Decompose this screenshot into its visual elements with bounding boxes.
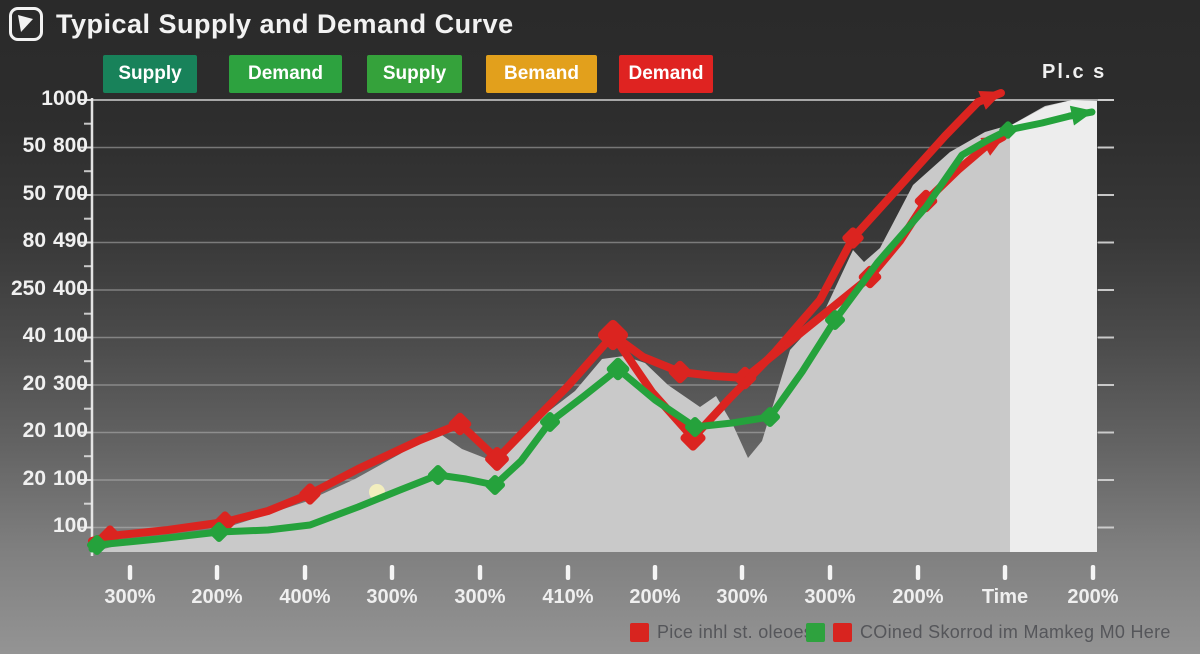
x-axis-tick-label-10: Time [981,586,1029,608]
y-axis-sub-label-2: 50 [22,182,46,205]
legend-button-demand[interactable]: Demand [229,55,342,93]
x-tick [1002,565,1008,580]
legend-swatch [806,622,825,642]
y-axis-sub-label-4: 250 [10,277,46,300]
x-tick [1090,565,1096,580]
x-tick [739,565,745,580]
x-tick [302,565,308,580]
supply-green-line-marker [824,309,846,331]
demand-red-line-marker [448,412,472,436]
y-axis-sub-label-6: 20 [22,372,46,395]
x-tick [565,565,571,580]
bottom-legend-item-1: COined Skorrod im Mamkeg M0 Here [806,621,1171,643]
supply-green-line-marker [427,464,449,486]
y-axis-tick-label-8: 100 [52,467,88,490]
x-tick [214,565,220,580]
supply-green-line-marker [759,406,781,428]
y-axis-tick-label-1: 800 [52,134,88,157]
y-axis-tick-label-9: 100 [52,514,88,537]
y-axis-sub-label-7: 20 [22,419,46,442]
legend-button-bemand[interactable]: Bemand [486,55,597,93]
supply-green-line-marker [539,411,561,433]
y-axis-tick-label-4: 400 [52,277,88,300]
legend-text: COined Skorrod im Mamkeg M0 Here [860,621,1171,642]
price-axis-label: Pl.c s [1042,61,1107,83]
y-axis-sub-label-3: 80 [22,229,46,252]
highlight-band [1010,100,1097,552]
supply-green-line-arrowhead [1069,105,1094,126]
y-axis-sub-label-8: 20 [22,467,46,490]
legend-button-supply[interactable]: Supply [103,55,197,93]
legend-swatch [833,622,852,642]
supply-green-line [88,112,1074,553]
y-axis-tick-label-5: 100 [52,324,88,347]
x-tick [915,565,921,580]
page-title: Typical Supply and Demand Curve [56,9,514,39]
x-axis-tick-label-7: 300% [716,586,768,608]
x-axis-tick-label-1: 200% [191,586,243,608]
x-axis-tick-label-0: 300% [104,586,156,608]
y-axis-sub-label-5: 40 [22,324,46,347]
x-axis-tick-label-6: 200% [629,586,681,608]
x-axis-tick-label-8: 300% [804,586,856,608]
red-trend-arrow-marker [842,227,864,249]
x-tick [652,565,658,580]
demand-red-line-marker [485,447,509,471]
demand-red-line-marker [668,360,692,384]
x-tick [827,565,833,580]
y-axis-sub-label-1: 50 [22,134,46,157]
x-axis-tick-label-5: 410% [542,586,594,608]
y-axis-tick-label-7: 100 [52,419,88,442]
x-tick [389,565,395,580]
supply-green-line-marker [684,416,706,438]
chart-cursor-icon [9,7,43,41]
y-axis-tick-label-0: 1000 [41,87,88,110]
supply-green-line-marker [208,521,230,543]
shaded-area [92,100,1097,552]
red-trend-arrow-arrowhead [978,91,1003,110]
supply-green-line-marker [484,474,506,496]
supply-green-line-marker [999,121,1017,139]
legend-swatch [630,622,649,642]
legend-button-demand[interactable]: Demand [619,55,713,93]
y-axis-tick-label-6: 300 [52,372,88,395]
x-axis-tick-label-3: 300% [366,586,418,608]
x-tick [477,565,483,580]
x-axis-tick-label-4: 300% [454,586,506,608]
legend-text: Pice inhl st. oleoes [657,621,814,642]
legend-button-supply[interactable]: Supply [367,55,462,93]
demand-red-line-marker [299,483,321,505]
supply-green-line-marker [86,534,108,556]
x-axis-tick-label-2: 400% [279,586,331,608]
x-axis-tick-label-9: 200% [892,586,944,608]
supply-green-line-marker [606,357,630,381]
y-axis-tick-label-3: 490 [52,229,88,252]
x-axis-tick-label-11: 200% [1067,586,1119,608]
bottom-legend-item-0: Pice inhl st. oleoes [630,621,813,643]
x-tick [127,565,133,580]
y-axis-tick-label-2: 700 [52,182,88,205]
